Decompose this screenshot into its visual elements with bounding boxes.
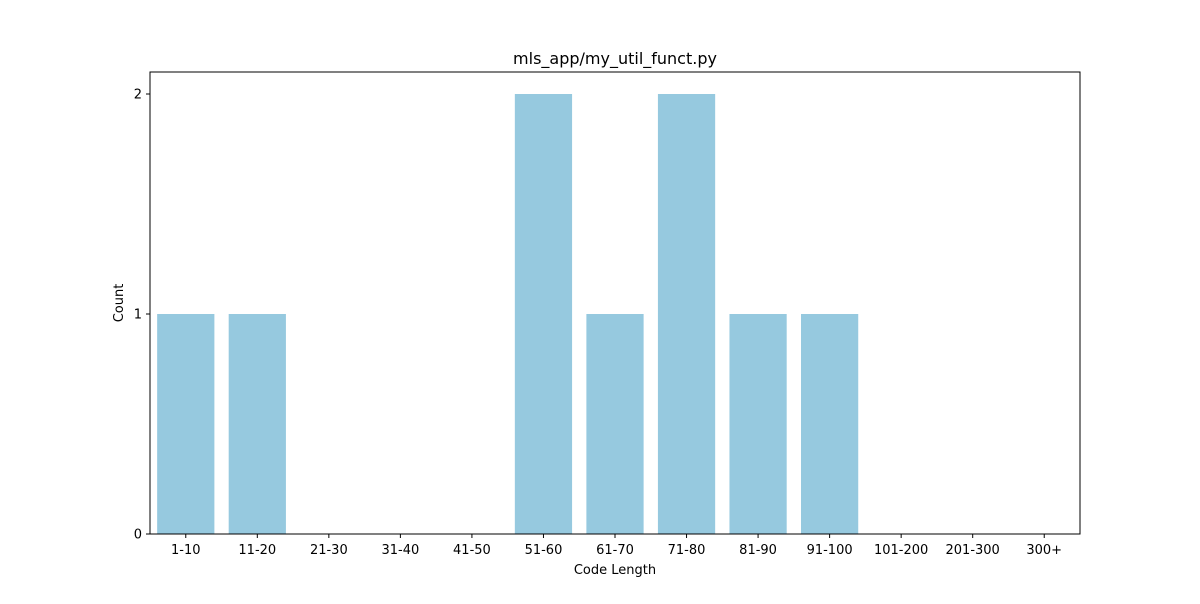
x-axis: 1-10 11-20 21-30 31-40 41-50 51-60 61-70 71-80 8… — [171, 534, 1062, 558]
y-axis: 0 1 2 — [134, 88, 150, 543]
x-tick-label: 21-30 — [310, 543, 348, 558]
y-tick-label: 2 — [134, 88, 142, 103]
bar-1-10 — [157, 314, 215, 534]
x-tick-label: 11-20 — [238, 543, 276, 558]
x-tick-label: 1-10 — [171, 543, 201, 558]
x-tick-label: 31-40 — [381, 543, 419, 558]
x-tick-label: 51-60 — [525, 543, 563, 558]
y-axis-label: Count — [112, 284, 127, 323]
bar-81-90 — [729, 314, 787, 534]
x-tick-label: 81-90 — [739, 543, 777, 558]
bar-11-20 — [228, 314, 286, 534]
y-tick-label: 0 — [134, 528, 142, 543]
x-axis-label: Code Length — [574, 563, 656, 578]
x-tick-label: 41-50 — [453, 543, 491, 558]
x-tick-label: 61-70 — [596, 543, 634, 558]
y-tick-label: 1 — [134, 308, 142, 323]
bar-91-100 — [801, 314, 859, 534]
bar-51-60 — [514, 94, 573, 534]
bar-71-80 — [657, 94, 716, 534]
bars-group — [157, 94, 859, 534]
chart-title: mls_app/my_util_funct.py — [513, 49, 717, 69]
x-tick-label: 91-100 — [807, 543, 853, 558]
x-tick-label: 71-80 — [668, 543, 706, 558]
x-tick-label: 300+ — [1026, 543, 1062, 558]
x-tick-label: 101-200 — [874, 543, 928, 558]
bar-61-70 — [586, 314, 644, 534]
x-tick-label: 201-300 — [946, 543, 1000, 558]
